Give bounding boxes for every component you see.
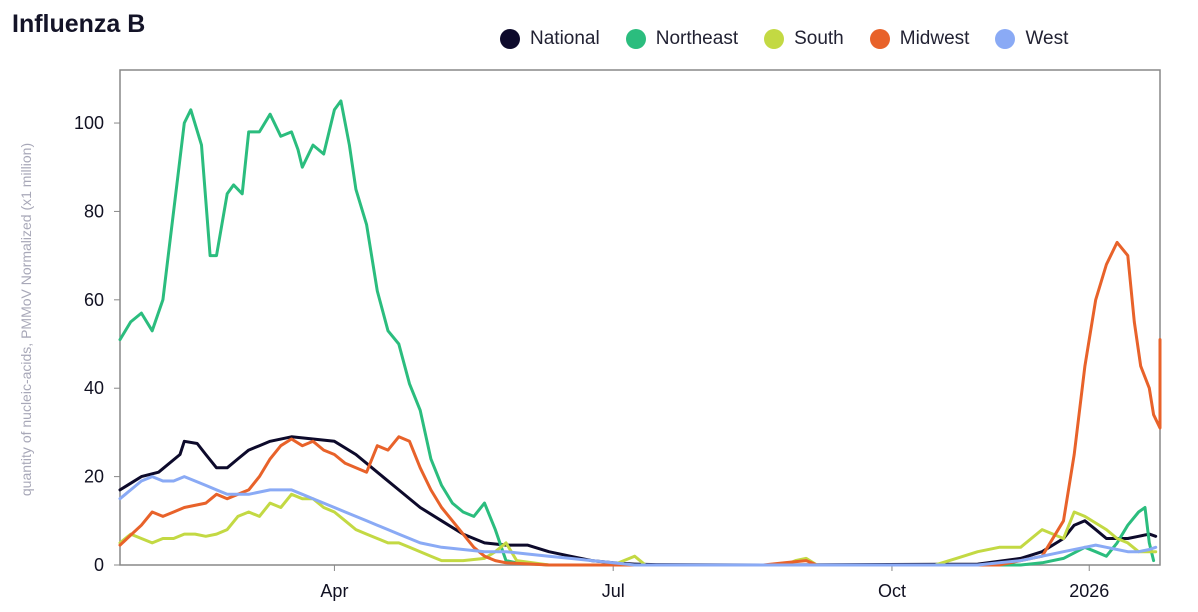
x-tick-label: Jul xyxy=(602,581,625,601)
legend-swatch-midwest xyxy=(869,29,890,49)
series-line-west[interactable] xyxy=(118,475,1158,567)
legend-label-northeast: Northeast xyxy=(655,28,739,49)
y-tick-label: 40 xyxy=(84,378,104,398)
legend-swatch-west xyxy=(995,29,1016,49)
legend-swatch-south xyxy=(764,29,785,49)
legend-item-south[interactable]: South xyxy=(764,28,844,50)
legend-swatch-northeast xyxy=(625,29,646,49)
y-tick-label: 100 xyxy=(74,113,104,133)
legend-item-national[interactable]: National xyxy=(500,28,600,50)
x-tick-label: Oct xyxy=(878,581,906,601)
y-tick-label: 80 xyxy=(84,201,104,221)
legend-label-midwest: Midwest xyxy=(899,28,970,49)
x-tick-label: Apr xyxy=(320,581,348,601)
y-tick-label: 0 xyxy=(94,555,104,575)
legend-label-national: National xyxy=(530,28,600,49)
chart-title: Influenza B xyxy=(12,10,146,38)
y-tick-label: 60 xyxy=(84,290,104,310)
y-tick-label: 20 xyxy=(84,467,104,487)
legend-item-northeast[interactable]: Northeast xyxy=(625,28,739,50)
y-axis: 0 20 40 60 80 100 xyxy=(74,113,120,575)
series-layer xyxy=(118,99,1162,567)
series-line-national[interactable] xyxy=(118,435,1158,567)
legend-item-west[interactable]: West xyxy=(995,28,1068,50)
legend-label-south: South xyxy=(794,28,844,49)
series-line-midwest[interactable] xyxy=(118,240,1162,567)
legend-item-midwest[interactable]: Midwest xyxy=(869,28,970,50)
legend-label-west: West xyxy=(1025,28,1069,49)
legend-swatch-national xyxy=(500,29,520,49)
series-line-northeast[interactable] xyxy=(118,99,1156,567)
y-axis-label: quantity of nucleic-acids, PMMoV Normali… xyxy=(18,143,34,496)
x-tick-label: 2026 xyxy=(1069,581,1109,601)
legend: National Northeast South Midwest West xyxy=(500,28,1068,50)
series-line-south[interactable] xyxy=(118,492,1158,567)
x-axis: Apr Jul Oct 2026 xyxy=(320,565,1109,601)
